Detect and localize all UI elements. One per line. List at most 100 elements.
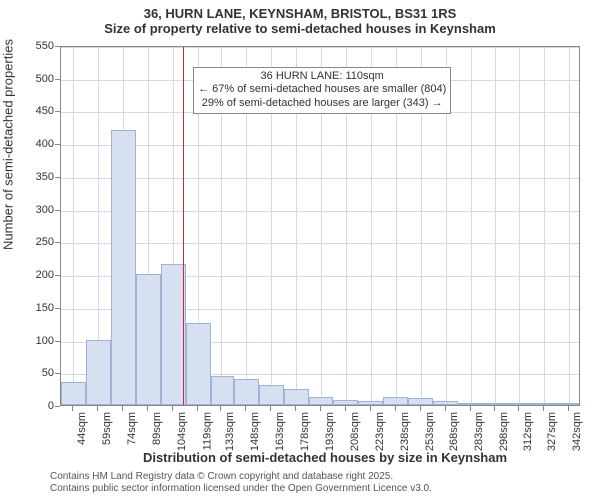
x-axis-label: Distribution of semi-detached houses by … — [60, 450, 590, 465]
y-tick-mark — [55, 79, 60, 80]
annotation-box: 36 HURN LANE: 110sqm← 67% of semi-detach… — [193, 67, 451, 114]
chart-title-main: 36, HURN LANE, KEYNSHAM, BRISTOL, BS31 1… — [0, 0, 600, 21]
y-tick-label: 200 — [24, 269, 54, 281]
x-tick-label: 298sqm — [498, 412, 510, 451]
histogram-bar — [556, 403, 579, 405]
gridline-v — [495, 47, 496, 405]
y-tick-mark — [55, 210, 60, 211]
x-tick-mark — [420, 406, 421, 411]
x-tick-mark — [147, 406, 148, 411]
annotation-line-3: 29% of semi-detached houses are larger (… — [198, 97, 446, 111]
x-tick-mark — [320, 406, 321, 411]
x-tick-mark — [445, 406, 446, 411]
x-tick-label: 238sqm — [399, 412, 411, 451]
plot-area: 36 HURN LANE: 110sqm← 67% of semi-detach… — [60, 46, 580, 406]
histogram-bar — [86, 340, 111, 405]
y-tick-label: 250 — [24, 236, 54, 248]
annotation-line-2: ← 67% of semi-detached houses are smalle… — [198, 83, 446, 97]
x-tick-mark — [197, 406, 198, 411]
x-tick-mark — [395, 406, 396, 411]
histogram-bar — [458, 403, 483, 405]
histogram-bar — [358, 401, 383, 405]
x-tick-mark — [470, 406, 471, 411]
y-tick-label: 350 — [24, 171, 54, 183]
gridline-h — [61, 145, 579, 146]
y-tick-label: 400 — [24, 138, 54, 150]
histogram-bar — [234, 379, 259, 405]
gridline-v — [569, 47, 570, 405]
copyright-line-1: Contains HM Land Registry data © Crown c… — [50, 471, 590, 483]
histogram-bar — [259, 385, 284, 405]
histogram-bar — [483, 403, 508, 405]
gridline-h — [61, 47, 579, 48]
x-tick-mark — [72, 406, 73, 411]
y-tick-mark — [55, 275, 60, 276]
y-tick-mark — [55, 406, 60, 407]
x-tick-mark — [172, 406, 173, 411]
histogram-bar — [111, 130, 136, 405]
x-tick-label: 312sqm — [522, 412, 534, 451]
x-tick-label: 223sqm — [374, 412, 386, 451]
copyright-line-2: Contains public sector information licen… — [50, 483, 590, 495]
histogram-bar — [433, 401, 458, 405]
histogram-bar — [211, 376, 234, 405]
x-tick-mark — [543, 406, 544, 411]
y-tick-mark — [55, 111, 60, 112]
histogram-bar — [161, 264, 186, 405]
y-tick-label: 550 — [24, 40, 54, 52]
reference-line — [183, 47, 184, 405]
y-tick-label: 450 — [24, 105, 54, 117]
y-axis-label: Number of semi-detached properties — [1, 39, 16, 250]
y-tick-label: 500 — [24, 73, 54, 85]
x-tick-label: 59sqm — [101, 412, 113, 445]
x-tick-label: 89sqm — [151, 412, 163, 445]
gridline-v — [471, 47, 472, 405]
x-tick-label: 283sqm — [474, 412, 486, 451]
histogram-bar — [186, 323, 211, 405]
histogram-bar — [136, 274, 161, 405]
x-tick-label: 193sqm — [324, 412, 336, 451]
x-tick-mark — [122, 406, 123, 411]
histogram-bar — [61, 382, 86, 405]
histogram-bar — [408, 398, 433, 405]
gridline-v — [73, 47, 74, 405]
annotation-line-1: 36 HURN LANE: 110sqm — [198, 70, 446, 84]
copyright-notes: Contains HM Land Registry data © Crown c… — [50, 471, 590, 494]
gridline-v — [544, 47, 545, 405]
y-tick-label: 150 — [24, 302, 54, 314]
histogram-bar — [531, 403, 556, 405]
y-tick-mark — [55, 177, 60, 178]
y-tick-label: 0 — [24, 400, 54, 412]
x-tick-label: 148sqm — [249, 412, 261, 451]
x-tick-mark — [245, 406, 246, 411]
x-tick-mark — [494, 406, 495, 411]
x-tick-label: 208sqm — [349, 412, 361, 451]
y-tick-mark — [55, 242, 60, 243]
x-tick-label: 133sqm — [224, 412, 236, 451]
x-tick-mark — [97, 406, 98, 411]
x-tick-label: 74sqm — [126, 412, 138, 445]
x-tick-label: 163sqm — [274, 412, 286, 451]
chart-container: { "title": { "main": "36, HURN LANE, KEY… — [0, 0, 600, 500]
x-tick-label: 327sqm — [547, 412, 559, 451]
x-tick-label: 119sqm — [201, 412, 213, 450]
chart-title-sub: Size of property relative to semi-detach… — [0, 21, 600, 36]
histogram-bar — [333, 400, 358, 405]
y-tick-label: 100 — [24, 335, 54, 347]
x-tick-label: 253sqm — [424, 412, 436, 451]
x-tick-mark — [370, 406, 371, 411]
y-tick-label: 300 — [24, 204, 54, 216]
y-tick-mark — [55, 144, 60, 145]
gridline-h — [61, 211, 579, 212]
y-tick-mark — [55, 308, 60, 309]
gridline-h — [61, 178, 579, 179]
gridline-h — [61, 243, 579, 244]
x-tick-label: 44sqm — [76, 412, 88, 445]
x-tick-mark — [220, 406, 221, 411]
histogram-bar — [508, 403, 531, 405]
x-tick-label: 342sqm — [572, 412, 584, 451]
gridline-v — [519, 47, 520, 405]
x-tick-label: 104sqm — [176, 412, 188, 451]
histogram-bar — [383, 397, 408, 405]
x-tick-mark — [270, 406, 271, 411]
